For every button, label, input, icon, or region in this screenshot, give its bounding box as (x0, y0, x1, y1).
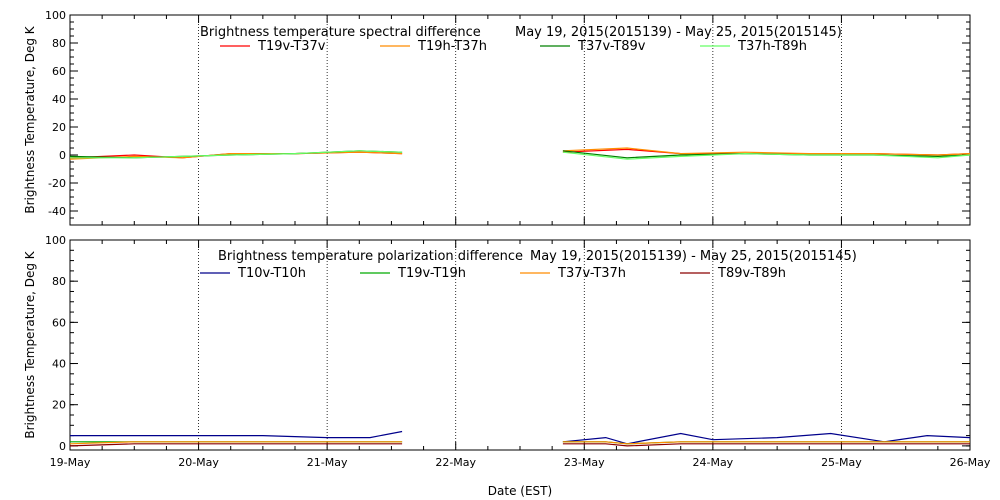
legend-label: T89v-T89h (717, 266, 786, 281)
y-tick-label: 100 (45, 234, 66, 247)
y-axis-ticks: -40 -20 0 20 40 60 80 100 (45, 9, 970, 226)
x-axis-ticks: 19-May 20-May 21-May 22-May 23-May 24-May 25-M… (50, 240, 991, 469)
x-tick-label: 23-May (564, 456, 605, 469)
chart-title: Brightness temperature spectral differen… (200, 25, 481, 40)
series-line (70, 150, 403, 159)
y-tick-label: 60 (52, 65, 66, 78)
y-tick-label: 100 (45, 9, 66, 22)
y-tick-label: 80 (52, 37, 66, 50)
y-axis-label: Brightness Temperature, Deg K (23, 25, 37, 213)
plot-frame (69, 14, 971, 226)
legend-label: T37h-T89h (737, 39, 807, 54)
y-tick-label: 0 (59, 149, 66, 162)
y-tick-label: 40 (52, 93, 66, 106)
chart-title: Brightness temperature polarization diff… (218, 249, 523, 264)
y-tick-label: 40 (52, 358, 66, 371)
series-line (562, 432, 971, 445)
series-line (69, 151, 403, 160)
y-tick-label: -20 (48, 177, 66, 190)
y-axis-ticks: 0 20 40 60 80 100 (45, 234, 970, 453)
x-axis-label: Date (EST) (488, 484, 552, 498)
x-tick-label: 19-May (50, 456, 91, 469)
legend-label: T10v-T10h (237, 266, 306, 281)
spectral-difference-panel: -40 -20 0 20 40 60 80 100 Brightness temperatur… (23, 9, 971, 226)
series-line (562, 441, 970, 445)
series-line (69, 443, 403, 447)
y-axis-label: Brightness Temperature, Deg K (23, 250, 37, 438)
x-tick-label: 25-May (821, 456, 862, 469)
series-line (562, 151, 971, 160)
x-tick-label: 24-May (692, 456, 733, 469)
legend-label: T37v-T37h (557, 266, 626, 281)
y-tick-label: 60 (52, 316, 66, 329)
legend-label: T19v-T19h (397, 266, 466, 281)
y-tick-label: -40 (48, 205, 66, 218)
legend-label: T19v-T37v (257, 39, 326, 54)
y-tick-label: 20 (52, 121, 66, 134)
day-gridlines (198, 15, 842, 225)
series-line (562, 147, 971, 156)
legend: T10v-T10h T19v-T19h T37v-T37h T89v-T89h (200, 266, 786, 281)
legend: T19v-T37v T19h-T37h T37v-T89v T37h-T89h (220, 39, 807, 54)
x-tick-label: 21-May (307, 456, 348, 469)
series-lines (69, 430, 971, 447)
x-tick-label: 20-May (178, 456, 219, 469)
day-gridlines (198, 240, 842, 450)
legend-label: T37v-T89v (577, 39, 646, 54)
series-lines (69, 147, 971, 160)
y-tick-label: 0 (59, 440, 66, 453)
x-axis-ticks (69, 15, 971, 225)
polarization-difference-panel: 0 20 40 60 80 100 19-May 20-May 21-May 22-May 23-… (23, 234, 991, 469)
plot-frame (69, 239, 971, 451)
series-line (69, 441, 403, 445)
x-tick-label: 26-May (950, 456, 991, 469)
series-line (70, 430, 403, 439)
chart-date-range: May 19, 2015(2015139) - May 25, 2015(201… (530, 249, 857, 264)
chart-date-range: May 19, 2015(2015139) - May 25, 2015(201… (515, 25, 842, 40)
y-tick-label: 20 (52, 399, 66, 412)
legend-label: T19h-T37h (417, 39, 487, 54)
x-tick-label: 22-May (435, 456, 476, 469)
y-tick-label: 80 (52, 275, 66, 288)
series-line (562, 443, 970, 447)
